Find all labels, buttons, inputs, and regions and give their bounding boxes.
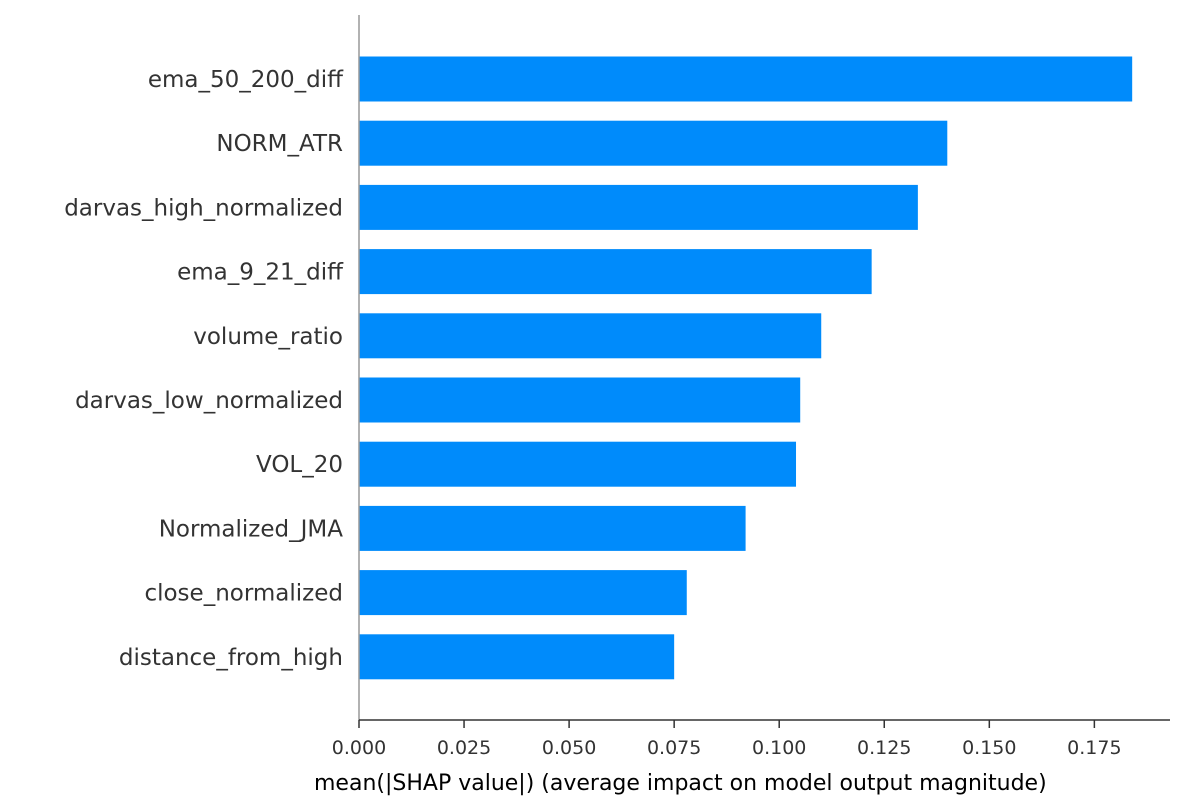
- category-label: distance_from_high: [119, 645, 343, 671]
- category-label: NORM_ATR: [216, 131, 343, 157]
- x-tick-label: 0.175: [1067, 737, 1121, 759]
- bar-close-normalized: [359, 570, 687, 616]
- bar-volume-ratio: [359, 313, 822, 359]
- category-label: darvas_low_normalized: [75, 388, 343, 414]
- category-label: Normalized_JMA: [159, 516, 344, 542]
- bar-distance-from-high: [359, 634, 675, 680]
- x-tick-label: 0.075: [647, 737, 701, 759]
- bar-darvas-low-normalized: [359, 377, 801, 423]
- bar-ema-50-200-diff: [359, 56, 1133, 102]
- bar-darvas-high-normalized: [359, 184, 918, 230]
- bar-ema-9-21-diff: [359, 249, 872, 295]
- category-labels-group: ema_50_200_diff NORM_ATR darvas_high_norma…: [64, 67, 344, 671]
- category-label: darvas_high_normalized: [64, 195, 343, 221]
- x-axis-label: mean(|SHAP value|) (average impact on mo…: [314, 771, 1047, 796]
- bar-vol-20: [359, 441, 797, 487]
- x-tick-label: 0.100: [752, 737, 806, 759]
- category-label: ema_9_21_diff: [177, 260, 344, 286]
- x-tick-label: 0.000: [332, 737, 386, 759]
- x-tick-label: 0.125: [857, 737, 911, 759]
- category-label: VOL_20: [256, 452, 343, 478]
- category-label: ema_50_200_diff: [148, 67, 344, 93]
- x-tick-label: 0.025: [437, 737, 491, 759]
- category-label: close_normalized: [144, 581, 343, 607]
- x-tick-label: 0.050: [542, 737, 596, 759]
- x-ticks-group: 0.000 0.025 0.050 0.075 0.100 0.125 0.150 0.175: [332, 720, 1122, 759]
- bar-normalized-jma: [359, 505, 746, 551]
- axes-group: [358, 15, 1170, 721]
- x-tick-label: 0.150: [962, 737, 1016, 759]
- category-label: volume_ratio: [193, 324, 343, 350]
- bars-group: [359, 56, 1133, 680]
- bar-norm-atr: [359, 120, 948, 166]
